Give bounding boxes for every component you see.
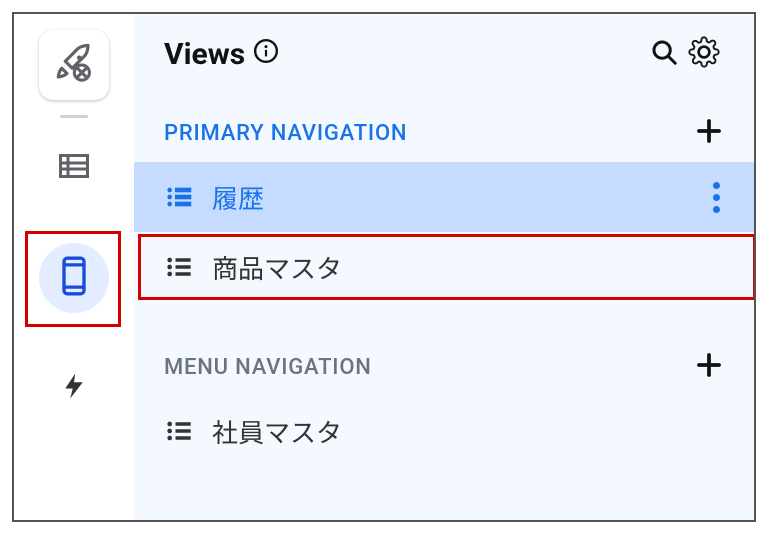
nav-item-products[interactable]: 商品マスタ bbox=[134, 232, 754, 302]
gear-icon bbox=[688, 36, 720, 72]
section-menu-nav: MENU NAVIGATION bbox=[134, 302, 754, 396]
panel-title: Views bbox=[164, 37, 279, 72]
bolt-icon bbox=[59, 366, 89, 410]
mobile-icon bbox=[59, 256, 89, 300]
views-panel: Views bbox=[134, 14, 754, 520]
data-tab[interactable] bbox=[39, 133, 109, 203]
automation-tab[interactable] bbox=[39, 353, 109, 423]
info-icon[interactable] bbox=[253, 37, 279, 72]
nav-item-label: 社員マスタ bbox=[212, 413, 724, 450]
search-button[interactable] bbox=[644, 34, 684, 74]
nav-item-label: 商品マスタ bbox=[212, 249, 724, 286]
list-icon bbox=[164, 252, 194, 282]
nav-item-label: 履歴 bbox=[212, 179, 695, 216]
add-menu-view-button[interactable] bbox=[694, 350, 724, 384]
section-label-primary: PRIMARY NAVIGATION bbox=[164, 121, 407, 146]
app-frame: Views bbox=[12, 12, 756, 522]
nav-item-history[interactable]: 履歴 bbox=[134, 162, 754, 232]
add-primary-view-button[interactable] bbox=[694, 116, 724, 150]
list-icon bbox=[164, 416, 194, 446]
views-tab[interactable] bbox=[39, 243, 109, 313]
section-primary-nav: PRIMARY NAVIGATION bbox=[134, 84, 754, 162]
settings-button[interactable] bbox=[684, 34, 724, 74]
table-icon bbox=[56, 148, 92, 188]
left-rail bbox=[14, 14, 134, 520]
rocket-button[interactable] bbox=[39, 30, 109, 100]
panel-title-text: Views bbox=[164, 37, 245, 72]
rocket-icon bbox=[53, 42, 95, 88]
rail-separator bbox=[60, 115, 88, 118]
search-icon bbox=[649, 37, 679, 71]
list-icon bbox=[164, 182, 194, 212]
panel-header: Views bbox=[134, 14, 754, 84]
more-button[interactable] bbox=[713, 182, 724, 213]
section-label-menu: MENU NAVIGATION bbox=[164, 355, 372, 380]
nav-item-employees[interactable]: 社員マスタ bbox=[134, 396, 754, 466]
